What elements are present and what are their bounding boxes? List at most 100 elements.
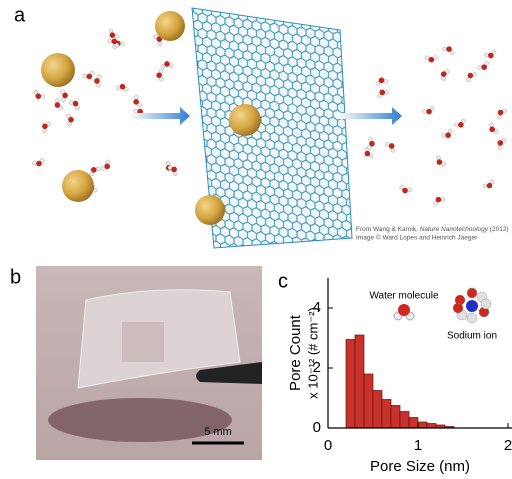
oxygen-atom	[458, 121, 464, 128]
oxygen-atom	[133, 99, 139, 105]
hydrogen-atom	[472, 72, 477, 77]
water-molecule	[482, 179, 495, 189]
y-axis-label: Pore Count	[287, 314, 304, 391]
oxygen-atom	[68, 116, 74, 123]
water-molecule	[367, 137, 375, 150]
oxygen-atom	[486, 182, 493, 189]
hydrogen-atom	[501, 138, 507, 143]
hydrogen-atom	[95, 166, 101, 172]
hydrogen-atom	[377, 93, 382, 99]
y-tick-label: 2	[313, 359, 321, 376]
hydrogen-atom	[75, 105, 80, 110]
bar	[381, 399, 392, 429]
hydrogen-atom	[390, 148, 395, 153]
credit-journal: Nature Nanotechnology	[420, 226, 489, 233]
hydrogen-atom	[484, 61, 489, 66]
hydrogen-atom	[114, 34, 119, 39]
hydrogen-atom	[440, 197, 446, 202]
oxygen-atom	[445, 132, 451, 139]
flow-arrow	[338, 107, 402, 125]
hydrogen-atom	[58, 105, 64, 111]
hydrogen-atom	[441, 76, 446, 81]
bar	[345, 339, 356, 429]
hydrogen-atom	[482, 183, 488, 189]
x-tick-label: 1	[414, 437, 422, 454]
hydrogen-atom	[422, 109, 427, 114]
panel-label: a	[14, 4, 26, 26]
oxygen-atom	[36, 160, 42, 167]
hydrogen-atom	[66, 113, 71, 119]
water-molecule	[100, 159, 111, 171]
hydrogen-atom	[441, 161, 446, 167]
bar	[390, 405, 401, 429]
y-tick-label: 4	[313, 299, 321, 316]
hydrogen-atom	[399, 185, 404, 190]
water-molecule	[54, 98, 64, 111]
oxygen-atom	[94, 78, 100, 84]
x-tick-label: 2	[504, 437, 512, 454]
water-molecule	[425, 55, 438, 63]
bar	[354, 334, 365, 429]
bar	[408, 417, 419, 429]
water-molecule	[466, 72, 477, 82]
oxygen-atom	[156, 72, 162, 79]
hydrogen-atom	[425, 55, 430, 61]
hydrogen-atom	[384, 90, 389, 95]
water-molecule	[422, 106, 435, 115]
hydrogen-atom	[493, 129, 499, 134]
oxygen-atom	[435, 196, 442, 203]
oxygen-atom	[426, 108, 432, 115]
oxygen-atom	[111, 38, 118, 45]
hydrogen-atom	[173, 171, 178, 176]
hydrogen-atom	[454, 122, 459, 128]
hydrogen-atom	[61, 97, 66, 102]
credit: Image © Ward Lopes and Heinrich Jaeger	[356, 234, 478, 242]
hydrogen-atom	[168, 63, 174, 68]
oxygen-atom	[109, 32, 116, 38]
oxygen-atom	[42, 123, 48, 130]
hydrogen-atom	[67, 121, 72, 127]
inset-oxygen	[398, 304, 410, 316]
bar	[363, 373, 374, 429]
hydrogen-atom	[167, 165, 173, 170]
hydrogen-atom	[120, 41, 125, 47]
histogram: 0 2 4 0 1 2 Pore Size (nm) Pore Count x 10⁻¹² (#…	[287, 278, 512, 475]
inset-sodium	[466, 300, 478, 312]
bar	[372, 390, 383, 429]
oxygen-atom	[72, 100, 79, 107]
oxygen-atom	[62, 92, 68, 99]
water-molecule	[133, 95, 142, 108]
water-molecule	[440, 69, 450, 81]
water-molecule	[167, 165, 178, 176]
water-molecule	[69, 100, 80, 110]
hydrogen-atom	[385, 142, 390, 147]
hydrogen-atom	[160, 64, 166, 69]
hydrogen-atom	[100, 166, 106, 171]
ion-sphere	[155, 11, 185, 41]
hydrogen-atom	[433, 55, 438, 60]
hydrogen-atom	[89, 171, 95, 177]
x-axis-label: Pore Size (nm)	[370, 458, 470, 475]
hydrogen-atom	[375, 81, 381, 86]
ion-sphere	[62, 170, 94, 202]
annotation: Water molecule	[369, 291, 439, 302]
hydrogen-atom	[107, 38, 113, 44]
hydrogen-atom	[114, 42, 119, 48]
hydrogen-atom	[449, 50, 455, 55]
bar	[426, 423, 437, 429]
inset-water	[466, 312, 478, 324]
water-molecule	[377, 89, 389, 99]
hydrogen-atom	[448, 129, 453, 134]
water-molecule	[33, 90, 45, 99]
hydrogen-atom	[158, 68, 164, 74]
oxygen-atom	[35, 93, 42, 99]
y-axis-label: x 10⁻¹² (# cm⁻²)	[305, 307, 320, 399]
hydrogen-atom	[105, 159, 111, 165]
panel-label: c	[278, 270, 288, 292]
hydrogen-atom	[497, 145, 503, 150]
ion-sphere	[229, 104, 261, 136]
hydrogen-atom	[367, 145, 372, 150]
credit-text: From Wang & Karnik,	[356, 226, 420, 233]
hydrogen-atom	[46, 121, 51, 126]
